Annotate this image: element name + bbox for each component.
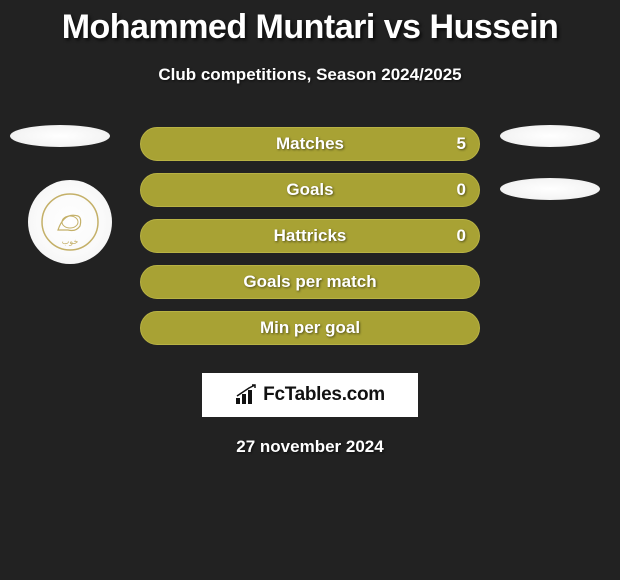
svg-text:خوب: خوب [62, 237, 79, 246]
stat-value-right: 0 [457, 180, 466, 200]
stat-label: Min per goal [260, 318, 360, 338]
stat-row-hattricks: Hattricks 0 [140, 219, 480, 253]
player-badge-right-2 [500, 178, 600, 200]
club-emblem-icon: خوب [40, 192, 100, 252]
stat-row-goals-per-match: Goals per match [140, 265, 480, 299]
bar-chart-icon [235, 384, 259, 406]
stat-label: Hattricks [274, 226, 347, 246]
stat-label: Goals [286, 180, 333, 200]
stat-value-right: 5 [457, 134, 466, 154]
date-text: 27 november 2024 [0, 437, 620, 457]
club-logo-left: خوب [28, 180, 112, 264]
stat-value-right: 0 [457, 226, 466, 246]
stat-label: Matches [276, 134, 344, 154]
player-badge-left-1 [10, 125, 110, 147]
stat-row-goals: Goals 0 [140, 173, 480, 207]
stat-row-min-per-goal: Min per goal [140, 311, 480, 345]
logo-text: FcTables.com [263, 384, 385, 406]
stat-row-matches: Matches 5 [140, 127, 480, 161]
page-title: Mohammed Muntari vs Hussein [0, 0, 620, 47]
stat-label: Goals per match [243, 272, 376, 292]
club-logo-inner: خوب [38, 190, 102, 254]
site-logo[interactable]: FcTables.com [202, 373, 418, 417]
subtitle: Club competitions, Season 2024/2025 [0, 65, 620, 85]
player-badge-right-1 [500, 125, 600, 147]
